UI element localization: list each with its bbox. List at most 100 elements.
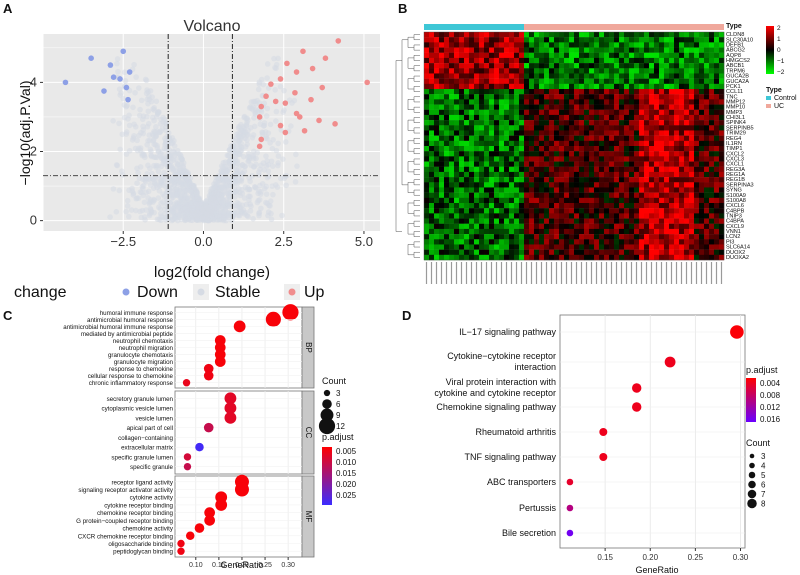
heatmap-cell <box>559 37 565 43</box>
heatmap-cell <box>634 130 640 136</box>
heatmap-cell <box>609 47 615 53</box>
heatmap-cell <box>634 109 640 116</box>
heatmap-cell <box>634 166 640 173</box>
heatmap-dendrogram-branch <box>413 251 420 258</box>
heatmap-cell <box>444 68 450 74</box>
legend-key-stable <box>197 288 205 296</box>
heatmap-cell <box>629 52 635 59</box>
heatmap-cell <box>649 192 655 199</box>
heatmap-cell <box>634 239 640 245</box>
heatmap-cell <box>559 94 565 100</box>
heatmap-cell <box>554 197 560 204</box>
heatmap-cell <box>464 32 470 38</box>
heatmap-cell <box>659 89 665 95</box>
heatmap-cell <box>719 151 725 157</box>
heatmap-cell <box>474 125 480 131</box>
heatmap-cell <box>714 52 720 59</box>
volcano-point-stable <box>154 216 161 223</box>
heatmap-cell <box>429 146 435 152</box>
heatmap-cell <box>594 104 600 110</box>
heatmap-cell <box>654 228 660 235</box>
heatmap-cell <box>694 42 700 48</box>
heatmap-cell <box>549 120 555 126</box>
heatmap-dendrogram-branch <box>413 55 420 61</box>
heatmap-cell <box>444 140 450 147</box>
heatmap-cell <box>579 47 585 53</box>
volcano-point-stable <box>257 191 264 197</box>
heatmap-cell <box>504 78 510 85</box>
heatmap-gene-label: AQP8 <box>726 53 741 59</box>
heatmap-cell <box>574 254 580 261</box>
heatmap-cell <box>499 177 505 183</box>
heatmap-cell <box>714 192 720 199</box>
heatmap-cell <box>719 156 725 162</box>
heatmap-cell <box>434 208 440 214</box>
heatmap-cell <box>529 63 535 69</box>
heatmap-cell <box>574 244 580 250</box>
heatmap-cell <box>509 57 515 64</box>
heatmap-cell <box>514 249 520 256</box>
heatmap-cell <box>499 239 505 245</box>
volcano-point-stable <box>145 120 152 127</box>
heatmap-cell <box>684 125 690 131</box>
heatmap-cell <box>694 109 700 116</box>
heatmap-cell <box>534 156 540 162</box>
heatmap-cell <box>464 254 470 261</box>
heatmap-cell <box>474 32 480 38</box>
heatmap-cell <box>429 47 435 53</box>
heatmap-cell <box>579 140 585 147</box>
heatmap-cell <box>684 161 690 167</box>
heatmap-cell <box>674 223 680 230</box>
heatmap-cell <box>479 135 485 142</box>
heatmap-cell <box>519 104 525 110</box>
volcano-point-stable <box>247 178 253 184</box>
heatmap-cell <box>479 218 485 224</box>
heatmap-cell <box>619 244 625 250</box>
heatmap-cell <box>459 151 465 157</box>
heatmap-cell <box>554 187 560 193</box>
heatmap-cell <box>549 32 555 38</box>
heatmap-cell <box>714 104 720 110</box>
heatmap-cell <box>499 68 505 74</box>
heatmap-cell <box>589 182 595 188</box>
heatmap-cell <box>469 68 475 74</box>
heatmap-cell <box>554 68 560 74</box>
heatmap-cell <box>564 140 570 147</box>
heatmap-cell <box>459 52 465 59</box>
heatmap-cell <box>699 140 705 147</box>
heatmap-cell <box>569 120 575 126</box>
heatmap-cell <box>549 249 555 256</box>
heatmap-cell <box>584 73 590 79</box>
heatmap-cell <box>614 32 620 38</box>
heatmap-cell <box>469 151 475 157</box>
heatmap: CLDN8SLC30A10DEFB1ABCG2AQP8HMGCS2ABCB1TR… <box>395 23 797 284</box>
heatmap-cell <box>619 146 625 152</box>
heatmap-cell <box>509 83 515 90</box>
heatmap-cell <box>429 83 435 90</box>
volcano-point-stable <box>115 68 121 75</box>
heatmap-cell <box>719 104 725 110</box>
heatmap-gene-label: IL1RN <box>726 141 742 147</box>
heatmap-cell <box>464 47 470 53</box>
heatmap-dendrogram-branch <box>413 220 420 227</box>
heatmap-cell <box>679 114 685 121</box>
heatmap-cell <box>464 182 470 188</box>
heatmap-cell <box>574 187 580 193</box>
heatmap-cell <box>589 151 595 157</box>
heatmap-cell <box>594 213 600 219</box>
heatmap-cell <box>584 109 590 116</box>
heatmap-cell <box>504 52 510 59</box>
heatmap-cell <box>654 140 660 147</box>
heatmap-cell <box>584 249 590 256</box>
heatmap-cell <box>439 114 445 121</box>
heatmap-cell <box>629 146 635 152</box>
heatmap-cell <box>574 203 580 209</box>
heatmap-cell <box>639 83 645 90</box>
heatmap-cell <box>444 37 450 43</box>
heatmap-cell <box>439 239 445 245</box>
heatmap-cell <box>659 94 665 100</box>
volcano-point-stable <box>265 168 272 174</box>
heatmap-cell <box>534 151 540 157</box>
heatmap-cell <box>469 32 475 38</box>
heatmap-cell <box>449 254 455 261</box>
